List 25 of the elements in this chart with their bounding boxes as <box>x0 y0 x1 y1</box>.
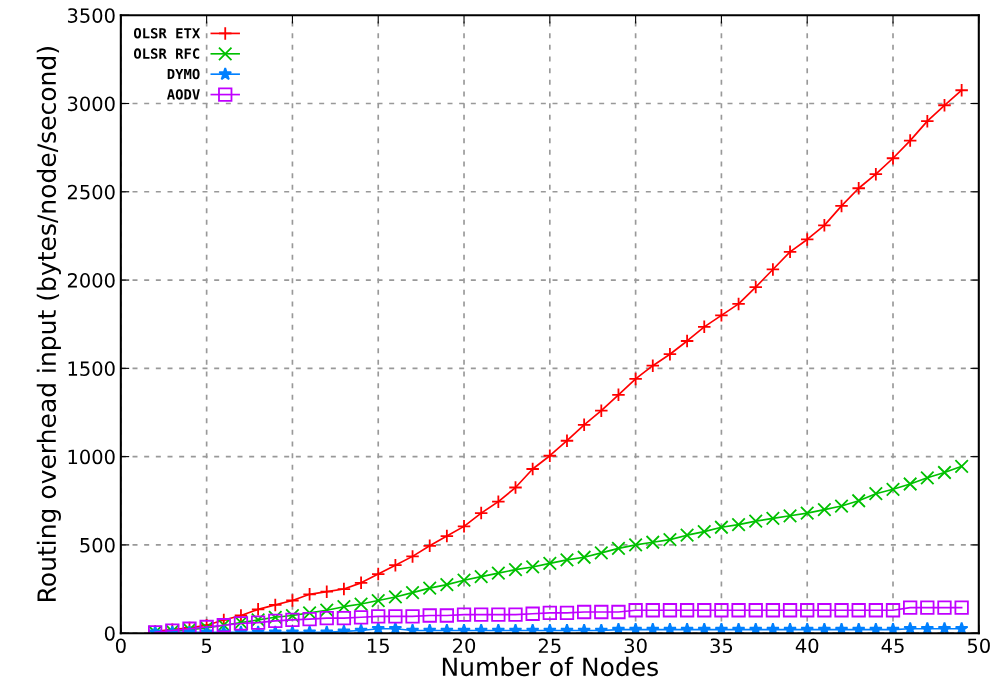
y-tick-label: 3000 <box>67 96 115 112</box>
y-tick-label: 1000 <box>68 449 115 465</box>
y-tick-label: 0 <box>104 626 115 641</box>
legend-label: DYMO <box>167 68 200 80</box>
y-tick-label: 2500 <box>67 184 115 200</box>
x-tick-label: 5 <box>201 638 212 654</box>
x-tick-label: 10 <box>282 638 304 654</box>
x-tick-label: 15 <box>367 638 389 654</box>
x-tick-label: 25 <box>538 638 561 654</box>
y-tick-label: 1500 <box>68 361 115 377</box>
x-tick-label: 20 <box>453 638 476 654</box>
y-tick-label: 3500 <box>67 8 115 23</box>
legend-label: OLSR RFC <box>133 48 200 59</box>
x-tick-label: 0 <box>115 638 126 654</box>
x-axis-title: Number of Nodes <box>442 656 658 677</box>
legend-label: OLSR ETX <box>133 27 201 39</box>
x-tick-label: 35 <box>710 638 733 654</box>
y-tick-label: 2000 <box>67 273 115 288</box>
legend-label: AODV <box>167 89 200 100</box>
x-tick-label: 30 <box>624 638 647 654</box>
y-axis-title: Routing overhead input (bytes/node/second) <box>36 47 61 601</box>
x-tick-label: 50 <box>967 638 990 654</box>
x-tick-label: 45 <box>881 638 904 654</box>
x-tick-label: 40 <box>795 638 819 654</box>
y-tick-label: 500 <box>80 537 115 553</box>
